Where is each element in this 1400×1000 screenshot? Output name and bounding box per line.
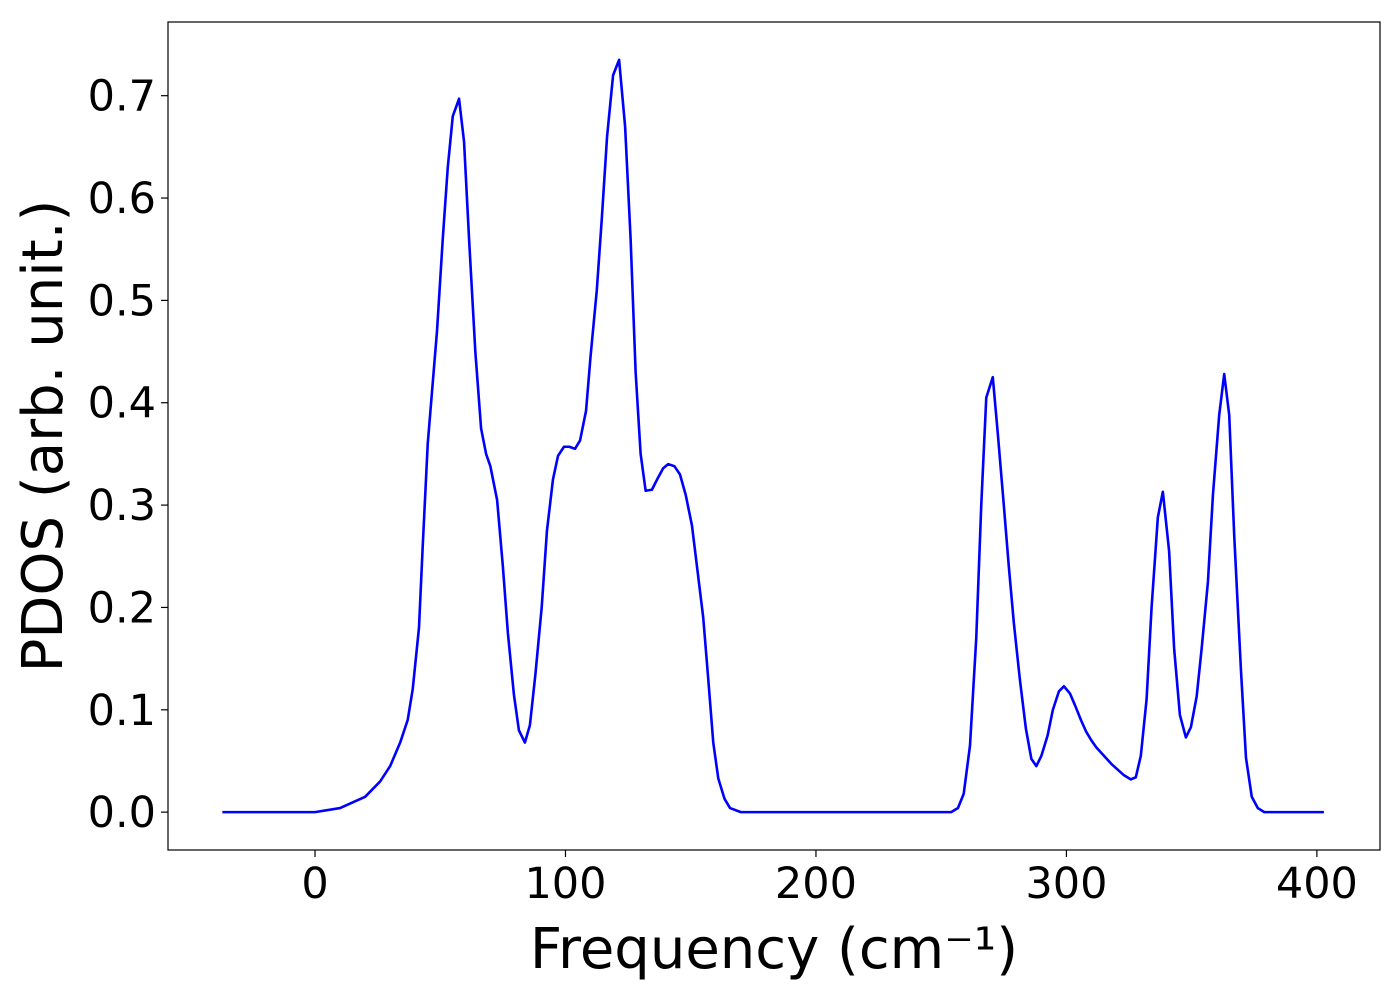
x-axis-label: Frequency (cm⁻¹) xyxy=(530,917,1018,982)
plot-frame xyxy=(167,21,1381,851)
x-tick-label: 200 xyxy=(775,859,857,909)
x-tick-label: 0 xyxy=(301,859,328,909)
y-tick-label: 0.0 xyxy=(88,788,156,838)
y-axis-label: PDOS (arb. unit.) xyxy=(11,200,76,673)
y-tick-label: 0.2 xyxy=(88,583,156,633)
y-tick-label: 0.1 xyxy=(88,686,156,736)
x-tick-label: 400 xyxy=(1276,859,1358,909)
data-line xyxy=(222,58,1324,814)
y-tick-label: 0.3 xyxy=(88,481,156,531)
y-tick-label: 0.4 xyxy=(88,379,156,429)
y-tick-label: 0.7 xyxy=(88,72,156,122)
x-tick-label: 100 xyxy=(524,859,606,909)
y-tick-label: 0.5 xyxy=(88,276,156,326)
y-tick-label: 0.6 xyxy=(88,174,156,224)
x-tick-label: 300 xyxy=(1025,859,1107,909)
